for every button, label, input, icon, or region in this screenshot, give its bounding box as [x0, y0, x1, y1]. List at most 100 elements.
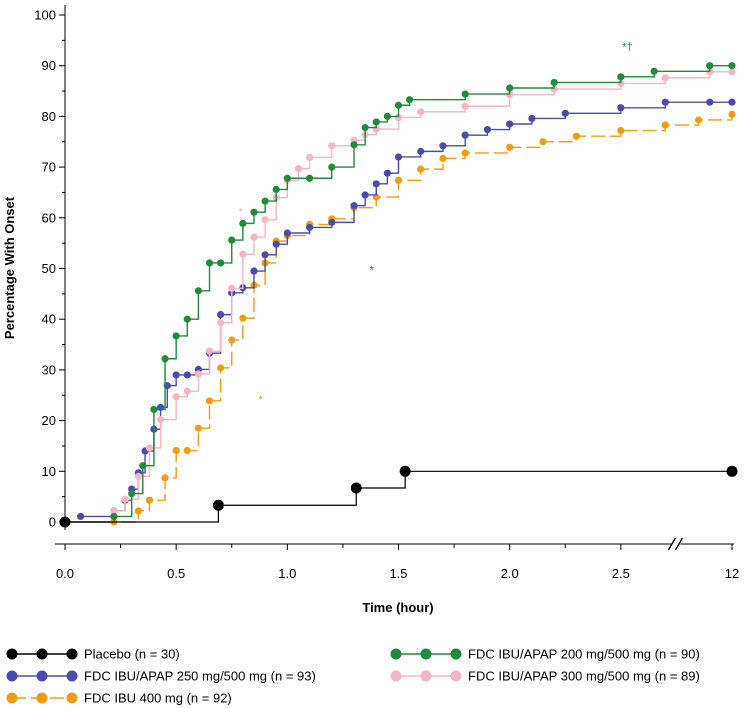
- data-point: [550, 85, 558, 93]
- x-tick-label: 0.5: [167, 566, 185, 581]
- data-point: [461, 102, 469, 110]
- data-point: [417, 165, 425, 173]
- legend: Placebo (n = 30) FDC IBU/APAP 250 mg/500 …: [6, 647, 700, 706]
- data-point: [212, 499, 224, 511]
- y-tick-label: 30: [42, 362, 56, 377]
- data-point: [439, 142, 447, 150]
- data-point: [617, 73, 625, 81]
- data-point: [161, 355, 169, 363]
- series-line: [80, 101, 732, 518]
- y-tick-label: 40: [42, 312, 56, 327]
- data-point: [217, 311, 225, 319]
- axis-break-mark: [674, 537, 683, 551]
- data-point: [145, 444, 154, 452]
- data-point: [706, 62, 714, 70]
- data-point: [650, 67, 658, 75]
- x-tick-label: 2.0: [501, 566, 519, 581]
- data-point: [506, 143, 514, 151]
- legend-entry: FDC IBU 400 mg (n = 92): [6, 691, 232, 706]
- data-point: [417, 108, 425, 116]
- data-point: [183, 446, 191, 455]
- data-point: [695, 116, 703, 124]
- data-point: [76, 512, 85, 521]
- legend-swatch-dot: [450, 670, 462, 682]
- data-point: [394, 101, 403, 109]
- data-point: [110, 507, 118, 515]
- y-tick-label: 90: [42, 58, 56, 73]
- y-tick-label: 50: [42, 261, 56, 276]
- legend-swatch-dot: [6, 692, 18, 704]
- x-tick-label: 2.5: [612, 566, 630, 581]
- data-point: [139, 462, 147, 470]
- legend-swatch-dot: [66, 648, 78, 660]
- data-point: [399, 465, 411, 477]
- legend-label: FDC IBU 400 mg (n = 92): [84, 691, 232, 706]
- data-point: [394, 113, 403, 122]
- annotation-marker: *: [370, 265, 375, 277]
- axes: 0 10 20 30 40 50 60 70 80 90 100 0.0 0.5 1.0 1.5 2.0 2.5…: [34, 5, 739, 581]
- data-point: [194, 370, 202, 378]
- data-point: [228, 236, 236, 244]
- data-point: [205, 259, 214, 267]
- data-point: [172, 371, 180, 379]
- data-point: [361, 123, 369, 132]
- x-tick-label: 1.5: [389, 566, 407, 581]
- data-point: [205, 347, 214, 355]
- legend-swatch-dot: [6, 648, 18, 660]
- y-tick-label: 0: [49, 515, 56, 530]
- x-tick-label: 1.0: [278, 566, 296, 581]
- data-point: [383, 169, 391, 177]
- y-tick-label: 60: [42, 210, 56, 225]
- data-point: [461, 90, 469, 98]
- data-point: [217, 364, 225, 372]
- data-point: [272, 185, 280, 194]
- data-point: [183, 371, 191, 379]
- data-point: [228, 284, 236, 292]
- y-axis-title: Percentage With Onset: [2, 196, 17, 339]
- series-line: [65, 114, 733, 523]
- data-point: [394, 176, 403, 184]
- legend-swatch-dot: [36, 692, 48, 704]
- legend-entry: FDC IBU/APAP 300 mg/500 mg (n = 89): [390, 669, 700, 684]
- annotation-marker: *†: [622, 41, 632, 53]
- data-point: [110, 512, 118, 521]
- legend-swatch-dot: [6, 670, 18, 682]
- data-point: [194, 424, 202, 432]
- data-point: [228, 336, 236, 344]
- legend-swatch-dot: [390, 648, 402, 660]
- data-point: [417, 147, 425, 155]
- series-2: [61, 110, 736, 526]
- data-point: [728, 68, 736, 76]
- data-point: [361, 191, 369, 199]
- axis-break-mark: [667, 537, 676, 551]
- data-point: [283, 174, 291, 182]
- legend-swatch-dot: [450, 648, 462, 660]
- data-point: [383, 112, 391, 120]
- legend-label: Placebo (n = 30): [84, 647, 180, 662]
- data-point: [121, 495, 129, 503]
- data-point: [439, 154, 447, 163]
- x-tick-label: 0.0: [56, 566, 74, 581]
- data-point: [305, 223, 314, 232]
- data-point: [261, 216, 269, 224]
- data-point: [261, 251, 269, 259]
- data-point: [183, 387, 191, 395]
- data-point: [217, 259, 225, 267]
- data-point: [461, 149, 469, 157]
- data-point: [172, 332, 180, 340]
- y-tick-label: 100: [34, 8, 56, 23]
- x-axis-title: Time (hour): [362, 600, 433, 615]
- data-point: [239, 314, 247, 322]
- data-point: [172, 393, 180, 401]
- data-point: [617, 126, 625, 135]
- data-point: [172, 446, 180, 455]
- data-point: [261, 197, 269, 205]
- legend-swatch-dot: [66, 692, 78, 704]
- data-point: [350, 141, 358, 149]
- y-tick-label: 80: [42, 109, 56, 124]
- data-point: [217, 319, 225, 327]
- annotation-marker: *: [259, 394, 264, 406]
- legend-swatch-dot: [36, 648, 48, 660]
- data-point: [239, 219, 247, 227]
